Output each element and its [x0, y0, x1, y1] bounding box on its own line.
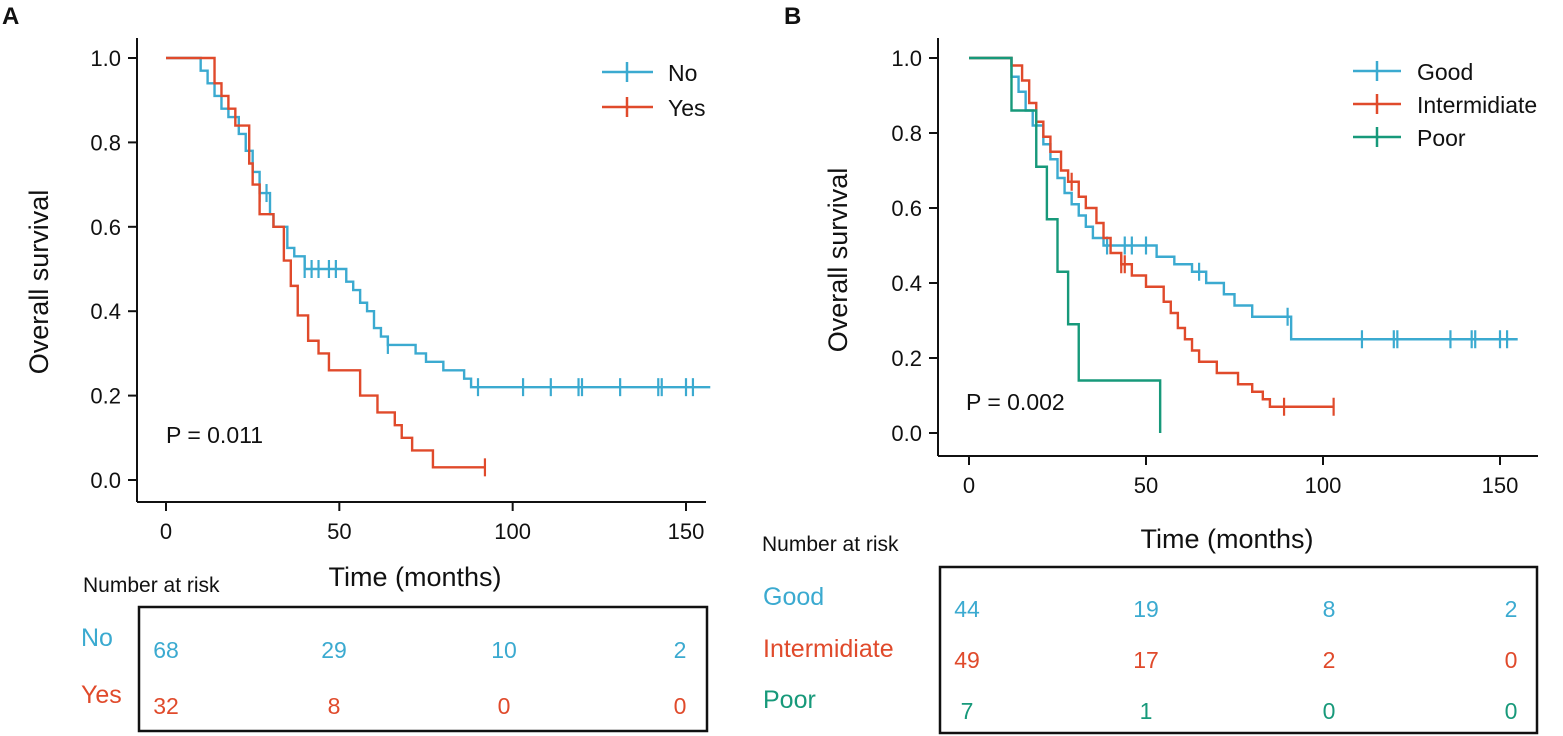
y-tick-label: 0.2: [891, 346, 922, 371]
panel-a: A Overall survival 0.0 0.2 0.4 0.6 0.8 1.0 0 5…: [2, 3, 711, 733]
legend-item-good: Good: [1353, 59, 1473, 85]
legend-good-label: Good: [1417, 59, 1473, 85]
panel-a-risk-table-box: [137, 605, 709, 733]
risk-number-poor: 1: [1140, 698, 1153, 724]
y-tick-label: 0.8: [90, 130, 121, 155]
risk-number-good: 2: [1505, 596, 1518, 622]
panel-b-axes: [937, 38, 1538, 457]
legend-item-poor: Poor: [1353, 125, 1466, 151]
x-tick-label: 100: [494, 519, 531, 544]
panel-b-curves: [969, 56, 1518, 433]
risk-number-intermidiate: 17: [1133, 647, 1159, 673]
risk-number-yes: 8: [328, 693, 341, 719]
y-tick-label: 0.0: [90, 468, 121, 493]
risk-number-no: 10: [491, 637, 517, 663]
panel-a-x-ticks: 0 50 100 150: [160, 502, 704, 544]
risk-number-no: 2: [674, 637, 687, 663]
x-tick-label: 0: [963, 473, 975, 498]
legend-intermidiate-label: Intermidiate: [1417, 92, 1537, 118]
risk-number-yes: 32: [153, 693, 179, 719]
x-tick-label: 150: [1482, 473, 1519, 498]
panel-b-xlabel: Time (months): [1140, 524, 1313, 554]
risk-number-poor: 7: [961, 698, 974, 724]
panel-a-risk-title: Number at risk: [83, 574, 220, 597]
risk-number-no: 68: [153, 637, 179, 663]
y-tick-label: 0.0: [891, 421, 922, 446]
y-tick-label: 1.0: [891, 46, 922, 71]
risk-number-intermidiate: 0: [1505, 647, 1518, 673]
panel-a-xlabel: Time (months): [328, 562, 501, 592]
panel-a-y-ticks: 0.0 0.2 0.4 0.6 0.8 1.0: [90, 46, 137, 493]
x-tick-label: 50: [1134, 473, 1158, 498]
risk-group-intermidiate-label: Intermidiate: [763, 635, 894, 663]
panel-b-legend: Good Intermidiate Poor: [1353, 59, 1537, 151]
legend-item-yes: Yes: [602, 95, 706, 121]
x-tick-label: 100: [1305, 473, 1342, 498]
y-tick-label: 0.6: [891, 196, 922, 221]
panel-b-risk-numbers: 44 19 8 2 49 17 2 0 7 1 0 0: [954, 596, 1517, 724]
panel-b-p-value: P = 0.002: [966, 389, 1065, 415]
risk-number-poor: 0: [1505, 698, 1518, 724]
risk-group-no-label: No: [81, 624, 113, 652]
risk-number-poor: 0: [1323, 698, 1336, 724]
risk-number-yes: 0: [674, 693, 687, 719]
legend-poor-label: Poor: [1417, 125, 1466, 151]
legend-yes-label: Yes: [668, 95, 706, 121]
risk-number-good: 19: [1133, 596, 1159, 622]
y-tick-label: 0.4: [891, 271, 922, 296]
y-tick-label: 1.0: [90, 46, 121, 71]
panel-a-p-value: P = 0.011: [166, 422, 263, 448]
x-tick-label: 150: [668, 519, 705, 544]
x-tick-label: 0: [160, 519, 172, 544]
panel-b-label: B: [784, 3, 801, 30]
risk-number-good: 8: [1323, 596, 1336, 622]
panel-a-legend: No Yes: [602, 60, 706, 121]
y-tick-label: 0.8: [891, 121, 922, 146]
panel-b-ylabel: Overall survival: [823, 168, 853, 353]
y-tick-label: 0.4: [90, 299, 121, 324]
y-tick-label: 0.6: [90, 215, 121, 240]
risk-group-good-label: Good: [763, 583, 824, 611]
risk-number-yes: 0: [498, 693, 511, 719]
panel-a-risk-numbers: 68 29 10 2 32 8 0 0: [153, 637, 686, 719]
y-tick-label: 0.2: [90, 384, 121, 409]
risk-number-intermidiate: 49: [954, 647, 980, 673]
panel-a-label: A: [2, 3, 19, 30]
km-curve-poor: [969, 56, 1162, 433]
legend-no-label: No: [668, 60, 697, 86]
risk-number-good: 44: [954, 596, 980, 622]
panel-a-ylabel: Overall survival: [24, 190, 54, 375]
legend-item-no: No: [602, 60, 697, 86]
panel-b-x-ticks: 0 50 100 150: [963, 456, 1518, 498]
risk-number-no: 29: [321, 637, 347, 663]
risk-number-intermidiate: 2: [1323, 647, 1336, 673]
panel-a-axes: [136, 38, 706, 503]
risk-group-yes-label: Yes: [81, 681, 122, 709]
panel-b-risk-title: Number at risk: [762, 533, 899, 556]
km-curve-yes: [166, 56, 485, 469]
legend-item-intermidiate: Intermidiate: [1353, 92, 1537, 118]
panel-b: B Overall survival 0.0 0.2 0.4 0.6 0.8 1.0 0 5…: [762, 3, 1539, 735]
risk-group-poor-label: Poor: [763, 686, 816, 714]
panel-b-y-ticks: 0.0 0.2 0.4 0.6 0.8 1.0: [891, 46, 938, 446]
x-tick-label: 50: [327, 519, 351, 544]
panel-a-curves: [166, 56, 711, 477]
panel-b-risk-table-box: [938, 565, 1539, 735]
